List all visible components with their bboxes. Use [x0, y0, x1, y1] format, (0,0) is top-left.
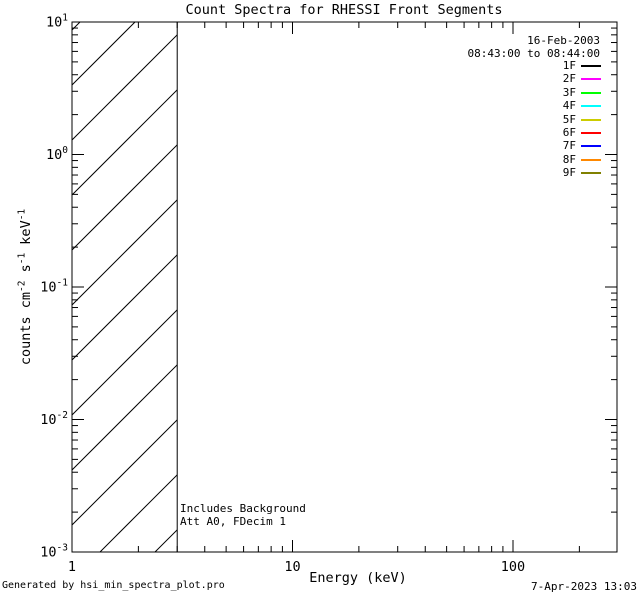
legend-series-line	[581, 172, 601, 175]
y-tick-label: 10-1	[40, 278, 68, 296]
footer-timestamp: 7-Apr-2023 13:03	[531, 580, 637, 593]
annotation-background: Includes Background	[180, 502, 306, 515]
legend-date: 16-Feb-2003	[527, 34, 600, 47]
legend-series-line	[581, 118, 601, 121]
y-tick-label: 10-3	[40, 543, 68, 561]
legend-series-label: 3F	[562, 85, 576, 99]
hatch-region	[72, 22, 178, 552]
legend-series-line	[581, 105, 601, 108]
legend-entry: 9F	[563, 166, 601, 180]
legend-entry: 2F	[563, 72, 601, 86]
superscript: -2	[16, 280, 28, 292]
legend-series-label: 7F	[562, 139, 576, 153]
legend-series-line	[581, 78, 601, 81]
legend-series-label: 5F	[562, 112, 576, 126]
x-tick-label: 1	[68, 559, 76, 575]
y-tick-label: 101	[46, 13, 68, 31]
legend-time-range: 08:43:00 to 08:44:00	[467, 47, 600, 60]
superscript: -1	[16, 252, 28, 265]
legend-series-label: 2F	[562, 72, 576, 86]
y-tick-label: 10-2	[40, 410, 68, 428]
x-axis-label: Energy (keV)	[309, 570, 407, 586]
x-tick-label: 100	[501, 559, 525, 575]
annotation-attenuator: Att A0, FDecim 1	[180, 515, 286, 528]
legend-entry: 7F	[563, 139, 601, 153]
plot-border	[71, 21, 618, 553]
legend-series-line	[581, 65, 601, 67]
legend-series-label: 4F	[562, 99, 576, 113]
y-tick-label: 100	[46, 145, 68, 163]
legend-series-line	[581, 145, 601, 148]
legend-entry: 3F	[563, 86, 601, 100]
legend-entry: 8F	[563, 153, 601, 167]
y-axis-label: counts cm-2 s-1 keV-1	[16, 208, 34, 366]
legend-series-label: 8F	[562, 152, 576, 166]
legend-entry: 5F	[563, 113, 601, 127]
legend-series-line	[581, 91, 601, 94]
legend-series-line	[581, 132, 601, 134]
superscript: -1	[16, 208, 28, 221]
legend-entry: 4F	[563, 99, 601, 113]
legend-series-label: 6F	[562, 126, 576, 139]
legend-series-line	[581, 158, 601, 161]
x-tick-label: 10	[284, 559, 300, 575]
chart-title: Count Spectra for RHESSI Front Segments	[185, 2, 503, 18]
legend-entry: 6F	[563, 126, 601, 140]
legend-series-label: 1F	[562, 59, 576, 72]
legend-series-label: 9F	[562, 166, 576, 180]
footer-generator-credit: Generated by hsi_min_spectra_plot.pro	[2, 580, 225, 591]
legend-entry: 1F	[563, 59, 601, 73]
